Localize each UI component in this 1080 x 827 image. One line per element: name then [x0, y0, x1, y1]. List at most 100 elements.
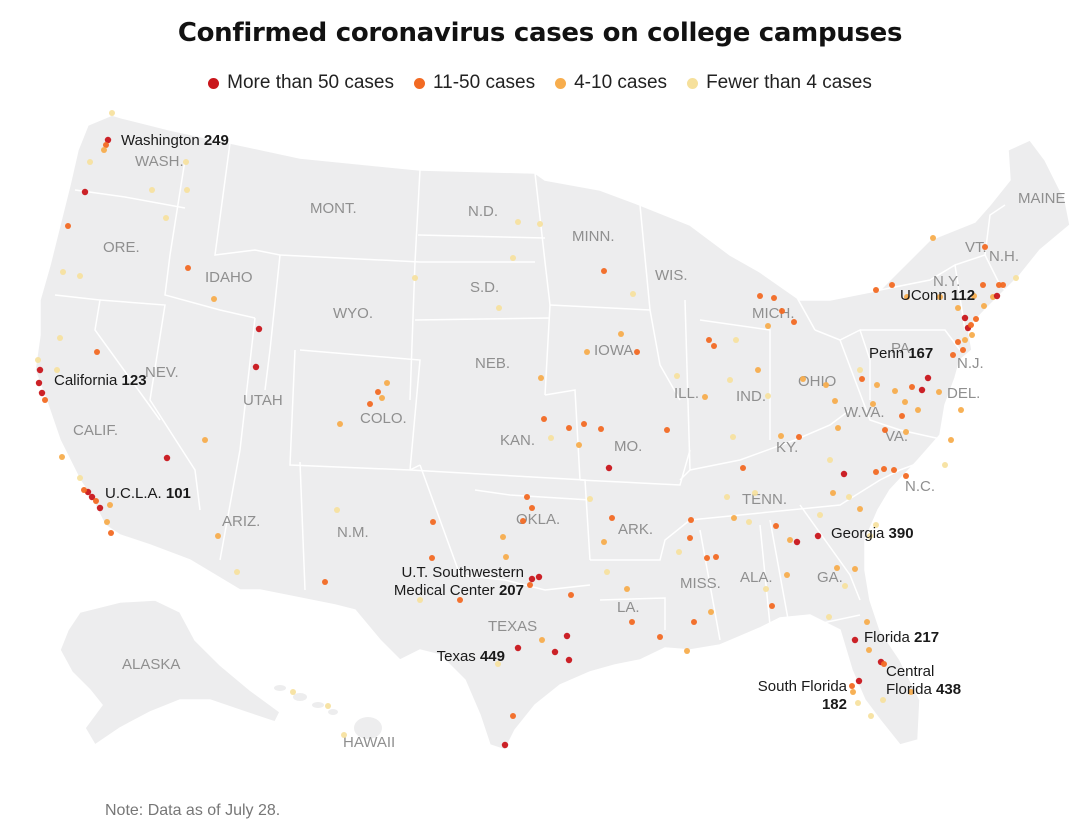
campus-dot [902, 399, 908, 405]
state-label-idaho: IDAHO [205, 269, 253, 286]
state-label-utah: UTAH [243, 392, 283, 409]
state-label-mo: MO. [614, 438, 642, 455]
callout-central-florida-line2: Florida 438 [886, 681, 961, 698]
callout-florida: Florida 217 [864, 629, 939, 646]
campus-dot [769, 603, 775, 609]
campus-dot [515, 219, 521, 225]
campus-dot [930, 235, 936, 241]
campus-dot [520, 518, 526, 524]
campus-dot [1013, 275, 1019, 281]
campus-dot [968, 322, 974, 328]
campus-dot [496, 305, 502, 311]
legend: More than 50 cases 11-50 cases 4-10 case… [0, 72, 1080, 94]
campus-dot [832, 398, 838, 404]
campus-dot [94, 349, 100, 355]
state-label-nm: N.M. [337, 524, 369, 541]
contiguous-us-landmass [34, 114, 1071, 751]
campus-dot [109, 110, 115, 116]
campus-dot [864, 619, 870, 625]
campus-dot [846, 494, 852, 500]
campus-dots [35, 110, 1019, 749]
campus-dot [711, 343, 717, 349]
campus-dot [538, 375, 544, 381]
campus-dot [834, 565, 840, 571]
campus-dot [868, 713, 874, 719]
campus-dot [510, 255, 516, 261]
campus-dot [704, 555, 710, 561]
state-label-maine: MAINE [1018, 190, 1066, 207]
campus-dot [605, 464, 613, 472]
campus-dot [791, 319, 797, 325]
campus-dot [731, 515, 737, 521]
campus-dot [706, 337, 712, 343]
legend-item-4-10: 4-10 cases [555, 72, 667, 94]
campus-dot [881, 661, 887, 667]
campus-dot [412, 275, 418, 281]
state-label-nev: NEV. [145, 364, 179, 381]
campus-dot [855, 677, 863, 685]
campus-dot [684, 648, 690, 654]
legend-item-more-than-50: More than 50 cases [208, 72, 394, 94]
campus-dot [960, 347, 966, 353]
campus-dot [528, 575, 536, 583]
callout-georgia: Georgia 390 [831, 525, 914, 542]
campus-dot [948, 437, 954, 443]
campus-dot [840, 470, 848, 478]
campus-dot [793, 538, 801, 546]
campus-dot [101, 147, 107, 153]
callout-central-florida-line1: Central [886, 663, 934, 680]
campus-dot [870, 401, 876, 407]
campus-dot [104, 136, 112, 144]
campus-dot [634, 349, 640, 355]
state-label-sd: S.D. [470, 279, 499, 296]
campus-dot [430, 519, 436, 525]
campus-dot [826, 614, 832, 620]
callout-washington: Washington 249 [121, 132, 229, 149]
campus-dot [234, 569, 240, 575]
campus-dot [708, 609, 714, 615]
state-label-colo: COLO. [360, 410, 407, 427]
campus-dot [918, 386, 926, 394]
state-label-texas: TEXAS [488, 618, 537, 635]
campus-dot [892, 388, 898, 394]
campus-dot [830, 490, 836, 496]
campus-dot [185, 265, 191, 271]
state-label-neb: NEB. [475, 355, 510, 372]
campus-dot [584, 349, 590, 355]
campus-dot [873, 469, 879, 475]
campus-dot [755, 367, 761, 373]
state-label-wyo: WYO. [333, 305, 373, 322]
campus-dot [814, 532, 822, 540]
campus-dot [904, 294, 910, 300]
campus-dot [730, 434, 736, 440]
campus-dot [322, 579, 328, 585]
campus-dot [981, 303, 987, 309]
campus-dot [104, 519, 110, 525]
campus-dot [630, 291, 636, 297]
campus-dot [752, 490, 758, 496]
state-label-ore: ORE. [103, 239, 140, 256]
state-label-calif: CALIF. [73, 422, 118, 439]
campus-dot [87, 159, 93, 165]
campus-dot [796, 434, 802, 440]
campus-dot [915, 407, 921, 413]
campus-dot [601, 268, 607, 274]
campus-dot [568, 592, 574, 598]
campus-dot [763, 586, 769, 592]
campus-dot [688, 517, 694, 523]
campus-dot [500, 534, 506, 540]
campus-dot [903, 429, 909, 435]
campus-dot [375, 389, 381, 395]
campus-dot [184, 187, 190, 193]
legend-label: 4-10 cases [574, 72, 668, 93]
campus-dot [57, 335, 63, 341]
state-label-ga: GA. [817, 569, 843, 586]
campus-dot [676, 549, 682, 555]
campus-dot [59, 454, 65, 460]
campus-dot [103, 142, 109, 148]
campus-dot [379, 395, 385, 401]
campus-dot [773, 523, 779, 529]
campus-dot [971, 293, 977, 299]
campus-dot [211, 296, 217, 302]
